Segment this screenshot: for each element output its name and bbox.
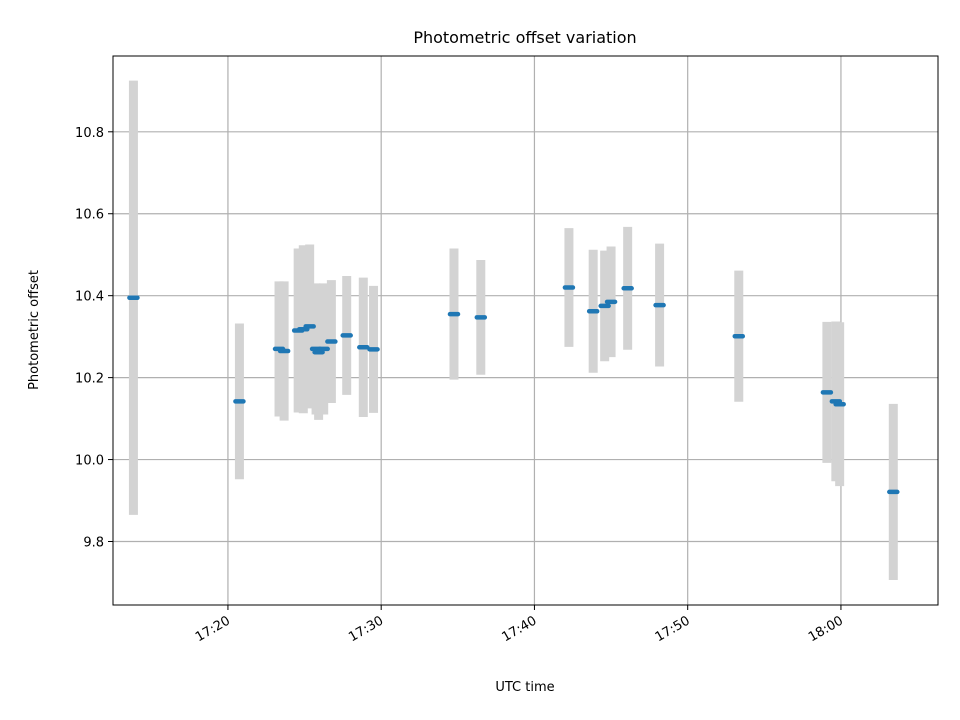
y-tick-label: 10.8 bbox=[75, 126, 104, 141]
y-tick-label: 9.8 bbox=[83, 535, 104, 550]
y-axis-label: Photometric offset bbox=[27, 270, 42, 390]
y-tick-label: 10.0 bbox=[75, 454, 104, 469]
plot-frame bbox=[112, 55, 939, 606]
y-tick-label: 10.4 bbox=[75, 290, 104, 305]
x-axis-label: UTC time bbox=[495, 680, 554, 695]
y-tick-label: 10.2 bbox=[75, 372, 104, 387]
y-tick-label: 10.6 bbox=[75, 208, 104, 223]
point-layer bbox=[127, 285, 900, 495]
chart-title: Photometric offset variation bbox=[413, 28, 636, 47]
